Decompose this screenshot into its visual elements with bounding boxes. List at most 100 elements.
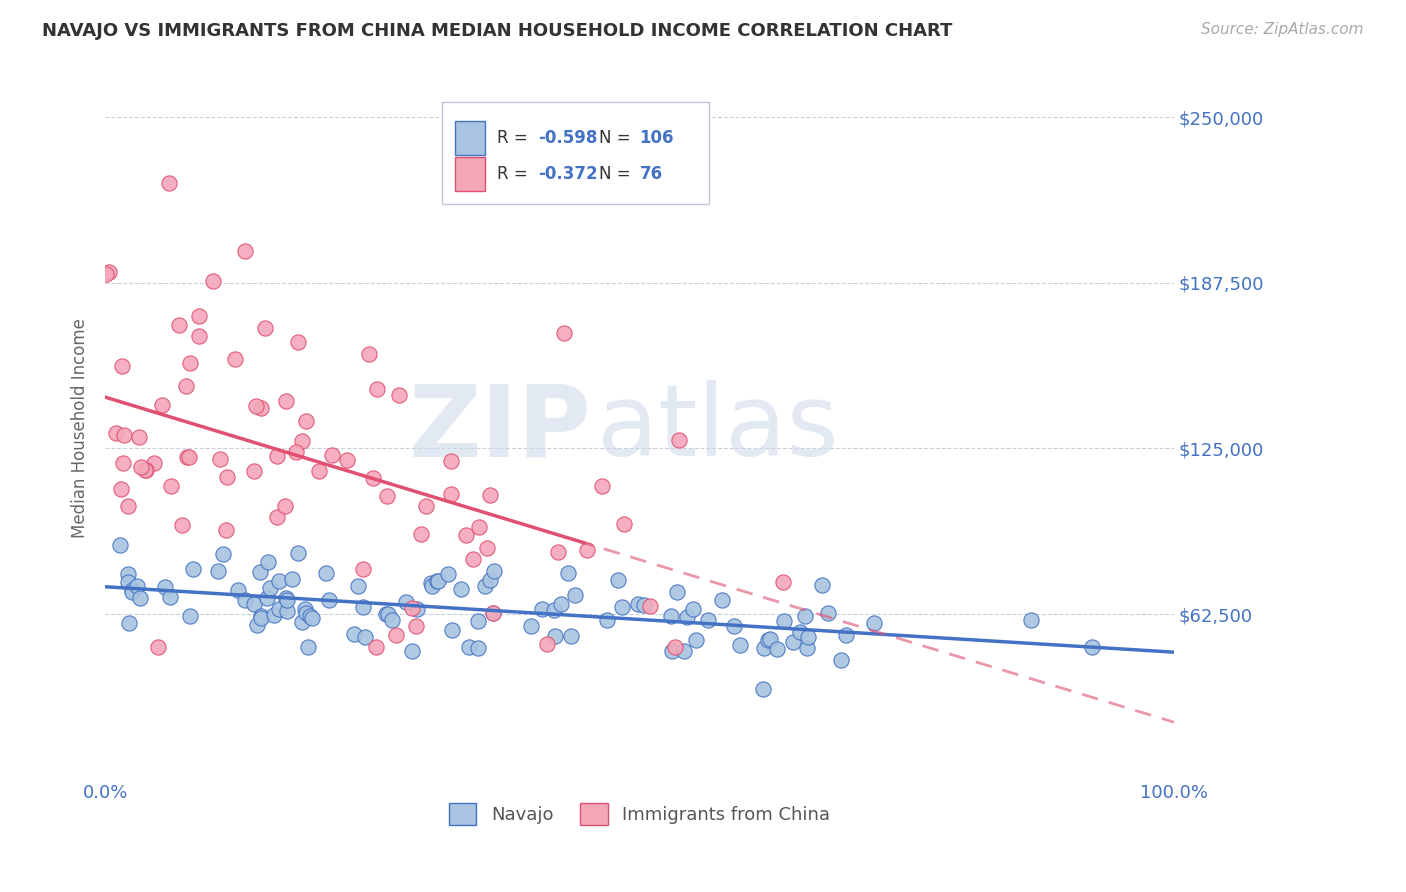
Point [250, 401, 273, 415]
Point [117, 574, 139, 589]
Point [273, 499, 295, 513]
Point [817, 606, 839, 620]
Point [789, 625, 811, 640]
Point [467, 614, 489, 628]
Point [830, 653, 852, 667]
Point [117, 567, 139, 582]
Point [159, 177, 181, 191]
Point [375, 607, 398, 621]
Point [295, 606, 318, 620]
Point [440, 454, 463, 468]
Text: R =: R = [498, 128, 533, 147]
Point [450, 582, 472, 596]
Point [243, 464, 266, 478]
Point [269, 574, 291, 588]
Point [276, 591, 298, 605]
Point [150, 398, 173, 412]
Point [596, 613, 619, 627]
Point [347, 579, 370, 593]
Point [188, 328, 211, 343]
Bar [454, 158, 485, 191]
Point [607, 573, 630, 587]
Point [287, 546, 309, 560]
Point [201, 275, 224, 289]
Point [454, 528, 477, 542]
Point [564, 588, 586, 602]
Point [243, 597, 266, 611]
Point [682, 602, 704, 616]
Y-axis label: Median Household Income: Median Household Income [72, 318, 89, 539]
Point [406, 602, 429, 616]
Point [863, 615, 886, 630]
Point [1021, 613, 1043, 627]
Point [772, 575, 794, 590]
Point [354, 630, 377, 644]
Point [613, 516, 636, 531]
Point [544, 629, 567, 643]
Point [536, 637, 558, 651]
Point [142, 456, 165, 470]
Point [117, 500, 139, 514]
Point [458, 640, 481, 654]
Point [148, 640, 170, 654]
Point [519, 618, 541, 632]
Point [794, 608, 817, 623]
Point [420, 576, 443, 591]
Point [291, 615, 314, 629]
Point [176, 450, 198, 464]
Point [315, 566, 337, 581]
Point [301, 611, 323, 625]
Point [297, 640, 319, 655]
Point [128, 591, 150, 605]
Point [153, 580, 176, 594]
Point [759, 632, 782, 646]
Point [668, 434, 690, 448]
Point [441, 623, 464, 637]
Point [409, 526, 432, 541]
Point [215, 523, 238, 537]
Point [172, 518, 194, 533]
Point [129, 460, 152, 475]
Point [401, 644, 423, 658]
Point [531, 602, 554, 616]
Text: N =: N = [599, 128, 636, 147]
Point [478, 573, 501, 587]
Point [782, 634, 804, 648]
Point [553, 326, 575, 340]
Point [336, 453, 359, 467]
Point [676, 610, 699, 624]
Point [666, 585, 689, 599]
Point [188, 309, 211, 323]
Point [249, 565, 271, 579]
Point [835, 628, 858, 642]
Point [405, 619, 427, 633]
Point [394, 595, 416, 609]
Point [543, 603, 565, 617]
Point [295, 414, 318, 428]
Point [659, 608, 682, 623]
Point [259, 582, 281, 596]
Point [298, 608, 321, 623]
Point [308, 464, 330, 478]
Point [167, 318, 190, 332]
Point [482, 606, 505, 620]
Point [110, 359, 132, 373]
Point [474, 579, 496, 593]
Point [728, 638, 751, 652]
Point [560, 629, 582, 643]
Point [415, 499, 437, 513]
Point [366, 382, 388, 396]
Point [226, 583, 249, 598]
Point [463, 552, 485, 566]
Point [294, 602, 316, 616]
Point [181, 562, 204, 576]
Point [557, 566, 579, 580]
Point [245, 399, 267, 413]
Point [633, 599, 655, 613]
Point [134, 463, 156, 477]
Point [105, 425, 128, 440]
Point [121, 584, 143, 599]
Point [118, 616, 141, 631]
Point [256, 591, 278, 605]
Point [287, 334, 309, 349]
